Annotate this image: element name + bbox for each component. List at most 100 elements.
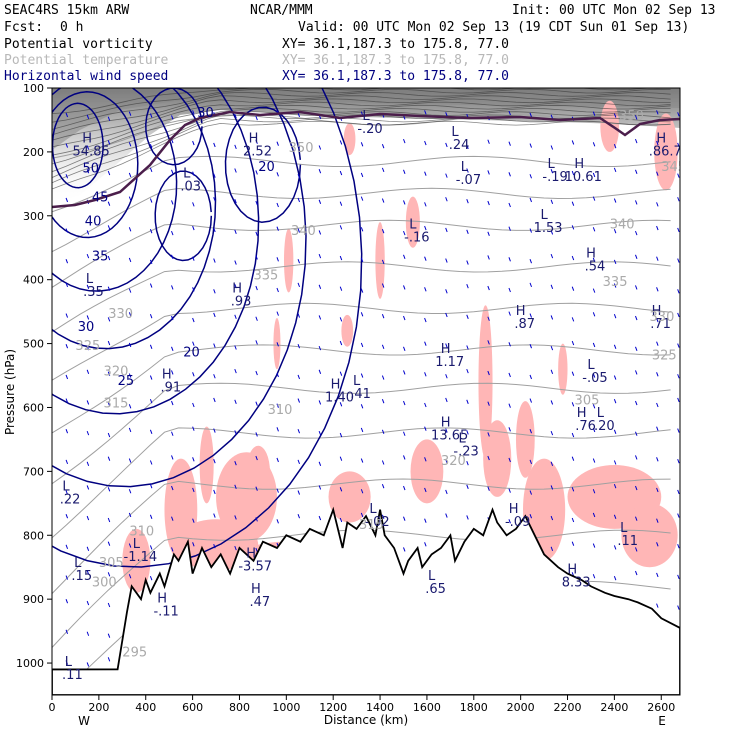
extremum-value: 10.61 — [565, 170, 602, 185]
wind-barb — [529, 174, 532, 179]
wind-barb — [318, 515, 322, 521]
theta-contour-label: 315 — [359, 518, 384, 533]
extremum-value: -3.57 — [238, 560, 272, 575]
wind-barb — [65, 282, 69, 288]
extremum-value: .24 — [449, 138, 470, 153]
wind-barb — [635, 285, 638, 290]
wind-barb — [360, 404, 364, 409]
wind-barb — [276, 226, 279, 231]
wind-barb — [656, 140, 659, 146]
wind-barb — [571, 317, 575, 322]
wind-barb — [276, 141, 279, 146]
extremum-type: H — [441, 342, 451, 357]
wind-contour-label: 20 — [258, 160, 275, 175]
wind-barb — [234, 399, 237, 404]
wind-barb — [65, 544, 69, 550]
theta-contour-label: 325 — [652, 349, 677, 364]
extremum-type: H — [516, 304, 526, 319]
wind-barb — [381, 344, 385, 350]
theta-contour-label: 335 — [254, 269, 279, 284]
wind-barb — [635, 138, 638, 144]
wind-barb — [529, 344, 532, 349]
wind-barb — [213, 197, 216, 202]
wind-barb — [318, 145, 322, 150]
wind-barb — [656, 341, 659, 346]
wind-barb — [339, 225, 343, 230]
extremum-high: H-.09 — [505, 502, 530, 530]
wind-barb — [213, 258, 216, 263]
extremum-type: L — [86, 272, 94, 287]
theta-contour-label: 330 — [108, 307, 133, 322]
theta-contour-strat — [52, 101, 671, 148]
wind-barb — [65, 459, 69, 465]
wind-barb — [107, 572, 111, 577]
wind-barb — [424, 518, 427, 523]
extremum-value: -.09 — [505, 515, 530, 530]
wind-barb — [65, 429, 69, 434]
wind-barb — [466, 368, 469, 374]
extremum-low: L.35 — [83, 272, 104, 300]
wind-barb — [360, 288, 364, 293]
extremum-value: 1.40 — [325, 390, 354, 405]
wind-barb — [192, 518, 195, 523]
wind-barb — [360, 489, 364, 494]
wind-barb — [297, 112, 301, 118]
wind-barb — [213, 227, 216, 233]
wind-barb — [592, 512, 596, 518]
wind-barb — [571, 432, 575, 438]
wind-barb — [128, 404, 132, 409]
extremum-low: L-.05 — [582, 358, 607, 386]
wind-barb — [424, 487, 427, 493]
theta-contour-label: 330 — [650, 310, 675, 325]
wind-barb — [318, 461, 322, 466]
extremum-value: .03 — [180, 179, 201, 194]
wind-barb — [339, 140, 343, 145]
theta-contour-strat — [52, 104, 671, 156]
wind-barb — [65, 660, 69, 665]
wind-barb — [550, 515, 554, 521]
extremum-type: L — [540, 208, 548, 223]
y-tick-label: 900 — [23, 593, 44, 606]
wind-barb — [487, 316, 490, 321]
y-tick-label: 400 — [23, 274, 44, 287]
extremum-type: L — [458, 432, 466, 447]
wind-barb — [466, 345, 469, 350]
terrain-fill — [52, 506, 680, 695]
extremum-low: L-.19 — [542, 157, 567, 185]
wind-barb — [86, 284, 90, 289]
wind-barb — [192, 457, 195, 462]
wind-barb — [550, 199, 554, 204]
wind-barb — [276, 488, 279, 493]
field-name-wind: Horizontal wind speed — [4, 69, 168, 84]
wind-barb — [255, 231, 258, 236]
wind-barb — [677, 428, 680, 433]
pv-shaded-region — [478, 305, 493, 459]
wind-barb — [487, 432, 490, 437]
wind-barb — [234, 168, 237, 173]
wind-barb — [508, 311, 511, 316]
y-tick-label: 1000 — [16, 657, 44, 670]
wind-barb — [86, 461, 90, 466]
wind-barb — [86, 485, 90, 490]
wind-barb — [445, 513, 448, 518]
wind-barb — [635, 431, 638, 436]
extremum-high: H54.85 — [73, 131, 110, 159]
wind-barb — [234, 368, 237, 374]
wind-barb — [550, 315, 554, 320]
wind-barb — [107, 371, 111, 376]
wind-barb — [445, 374, 448, 379]
wind-barb — [107, 317, 111, 322]
wind-barb — [445, 459, 448, 464]
wind-contour-label: 35 — [92, 250, 109, 265]
theta-contour — [52, 344, 671, 434]
wind-barb — [339, 340, 343, 346]
extremum-low: L.22 — [60, 480, 81, 508]
wind-barb — [234, 460, 237, 466]
wind-barb — [424, 542, 427, 547]
wind-barb — [677, 397, 680, 403]
wind-barb — [656, 225, 659, 231]
wind-barb — [529, 313, 532, 318]
wind-barb — [613, 113, 617, 118]
wind-barb — [86, 315, 90, 320]
x-axis: 0 200 400 600 800 1000 1200 1400 1600 1800 2000 220… — [49, 695, 675, 714]
